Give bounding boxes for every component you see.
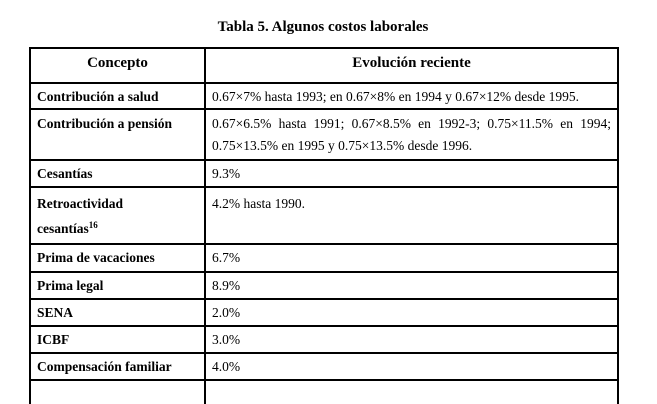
evolution-cell: 9.3% xyxy=(204,159,619,188)
header-row: Concepto Evolución reciente xyxy=(29,47,619,84)
table-row: Prima legal 8.9% xyxy=(29,271,619,300)
stub-evolution-cell xyxy=(204,379,619,404)
evolution-cell: 2.0% xyxy=(204,298,619,327)
evolution-cell: 6.7% xyxy=(204,243,619,273)
concept-column-header: Concepto xyxy=(29,47,206,84)
evolution-cell: 3.0% xyxy=(204,325,619,354)
concept-cell: ICBF xyxy=(29,325,206,354)
table-row: Retroactividad cesantías16 4.2% hasta 19… xyxy=(29,186,619,245)
evolution-cell: 0.67×7% hasta 1993; en 0.67×8% en 1994 y… xyxy=(204,82,619,110)
table-row: Cesantías 9.3% xyxy=(29,159,619,188)
concept-text-wrap: Retroactividad cesantías16 xyxy=(37,191,159,241)
table-stub-row xyxy=(29,379,619,404)
concept-cell: Contribución a pensión xyxy=(29,108,206,161)
concept-cell: Compensación familiar xyxy=(29,352,206,381)
concept-cell: Retroactividad cesantías16 xyxy=(29,186,206,245)
concept-cell: Cesantías xyxy=(29,159,206,188)
evolution-header-label: Evolución reciente xyxy=(352,55,471,71)
evolution-column-header: Evolución reciente xyxy=(204,47,619,84)
evolution-cell: 4.2% hasta 1990. xyxy=(204,186,619,245)
table-row: Compensación familiar 4.0% xyxy=(29,352,619,381)
concept-cell: Prima legal xyxy=(29,271,206,300)
footnote-ref: 16 xyxy=(88,220,98,230)
table-row: Prima de vacaciones 6.7% xyxy=(29,243,619,273)
concept-cell: Prima de vacaciones xyxy=(29,243,206,273)
concept-header-label: Concepto xyxy=(87,55,148,71)
concept-cell: Contribución a salud xyxy=(29,82,206,110)
table-row: SENA 2.0% xyxy=(29,298,619,327)
table-row: Contribución a pensión 0.67×6.5% hasta 1… xyxy=(29,108,619,161)
evolution-cell: 8.9% xyxy=(204,271,619,300)
stub-concept-cell xyxy=(29,379,206,404)
concept-label: Retroactividad cesantías xyxy=(37,196,123,236)
table-caption: Tabla 5. Algunos costos laborales xyxy=(217,19,429,35)
labor-costs-table: Concepto Evolución reciente Contribución… xyxy=(29,47,619,404)
table-row: ICBF 3.0% xyxy=(29,325,619,354)
table-row: Contribución a salud 0.67×7% hasta 1993;… xyxy=(29,82,619,110)
evolution-cell: 0.67×6.5% hasta 1991; 0.67×8.5% en 1992-… xyxy=(204,108,619,161)
evolution-cell: 4.0% xyxy=(204,352,619,381)
concept-cell: SENA xyxy=(29,298,206,327)
